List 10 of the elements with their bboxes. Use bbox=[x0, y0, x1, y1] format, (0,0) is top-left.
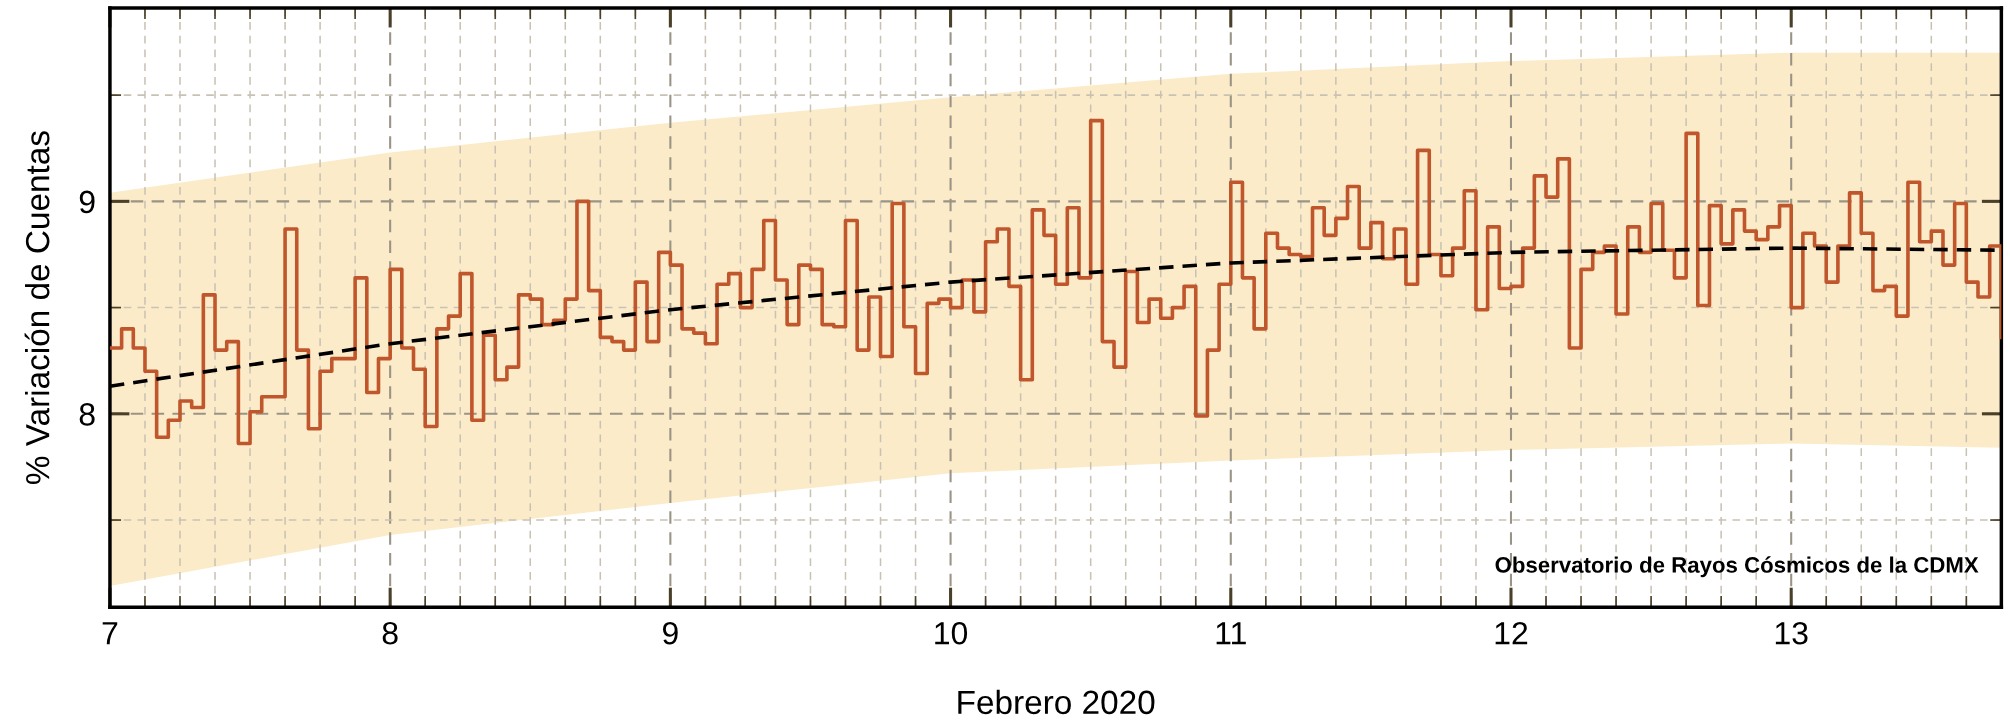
x-tick-label: 7 bbox=[102, 622, 118, 645]
x-tick-label: 12 bbox=[1495, 621, 1528, 645]
y-axis-title: % Variación de Cuentas bbox=[24, 131, 50, 484]
x-tick-label: 11 bbox=[1216, 622, 1246, 645]
x-tick-label: 9 bbox=[662, 621, 678, 645]
annotation: Observatorio de Rayos Cósmicos de la CDMX bbox=[1495, 556, 1979, 578]
x-tick-label: 13 bbox=[1775, 621, 1808, 645]
x-tick-label: 10 bbox=[935, 621, 968, 645]
x-tick-label: 8 bbox=[382, 621, 398, 645]
x-axis-title: Febrero 2020 bbox=[958, 689, 1155, 715]
